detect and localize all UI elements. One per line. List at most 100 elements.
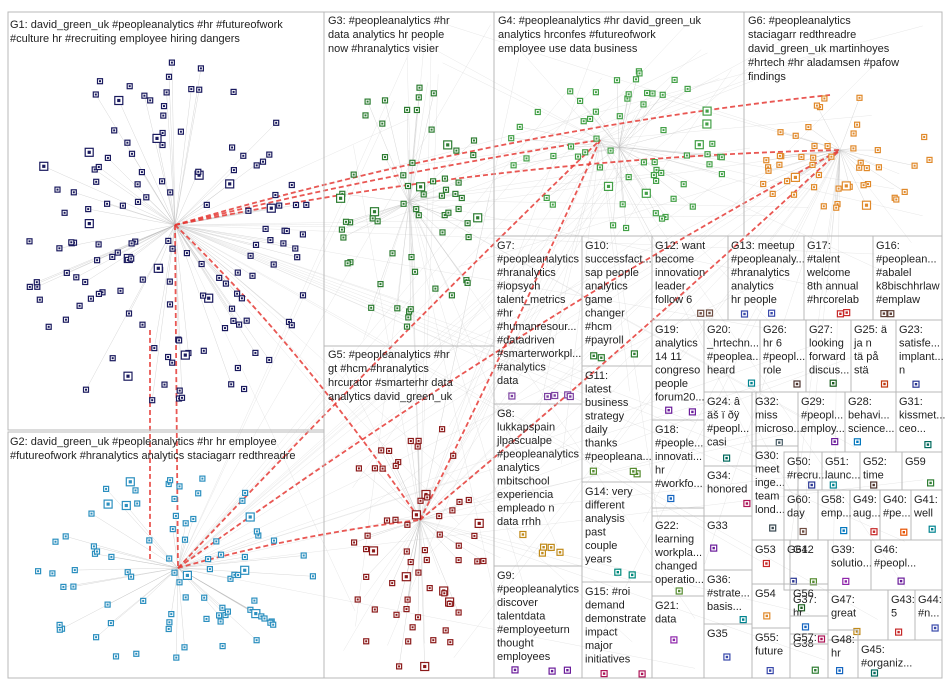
node-core-g2 [72,585,75,588]
node-core-g2 [92,545,95,548]
node-core-g4 [512,164,515,167]
node-core-g1 [161,132,164,134]
edge-light [343,519,421,651]
edge-light [174,224,243,299]
node-core-g4 [606,184,611,188]
edge-light [65,536,179,569]
node-core-g1 [205,203,208,206]
edge-light [419,52,887,521]
node-core-g2 [241,499,244,502]
edge-light [839,149,850,187]
node-core-g4 [682,183,685,186]
node-core-g13 [770,312,773,315]
node-core-g2 [215,540,218,543]
group-label-g59: G59 [905,456,926,468]
node-core-g4 [705,109,709,113]
node-core-g1 [236,271,239,274]
node-core-g3 [454,192,457,195]
node-core-g2 [311,575,314,578]
node-core-g4 [651,92,654,95]
node-core-g1 [236,367,239,369]
node-core-g1 [169,303,171,306]
group-label-g8: G8: lukkapspain jlpascualpe #peopleanalytic… [496,408,579,528]
node-core-g5 [452,454,455,457]
edge-light [839,149,860,168]
node-core-g6 [864,203,869,207]
edge-light [419,519,440,575]
node-core-g1 [178,389,181,392]
node-core-g30 [771,526,774,530]
node-core-g5 [386,519,388,522]
node-core-g6 [928,158,931,161]
node-core-g16 [882,312,886,315]
edge-light [599,36,789,141]
node-core-g3 [446,143,450,147]
node-core-g5 [476,560,479,563]
node-core-g2 [126,571,129,574]
group-label-g48: G48: hr [831,634,855,660]
node-core-g5 [417,571,420,574]
node-core-g1 [232,169,235,172]
node-core-g1 [78,304,81,307]
edge-light [336,149,841,533]
node-core-g2 [208,568,211,571]
node-core-g5 [416,445,419,448]
node-core-g3 [419,185,423,189]
node-core-g3 [384,99,386,102]
node-core-g4 [661,217,663,220]
node-core-g3 [379,283,382,286]
edge-light [355,139,601,232]
node-core-g3 [415,109,418,111]
node-core-g5 [406,598,409,601]
edge-light [618,147,666,218]
edge-light [763,149,841,185]
edge-light [408,202,468,224]
edge-light [174,224,292,326]
group-label-g28: G28: behavi... science... [848,396,894,435]
group-label-g23: G23: satisfe... implant... n [899,324,944,377]
node-core-g4 [545,196,548,199]
edge-light [177,77,602,569]
edge-light [177,298,498,569]
node-core-g1 [96,259,99,262]
node-core-g4 [708,163,711,166]
edge-light [171,62,176,226]
node-core-g5 [409,440,412,442]
node-core-g2 [233,573,236,576]
group-label-g58: G58: emp... [821,494,852,520]
node-core-g3 [391,252,394,255]
node-core-g3 [473,139,475,142]
edge-light [408,140,475,203]
node-core-g2 [51,572,54,575]
edge-light [618,147,684,185]
edge-light [177,539,186,569]
node-core-g2 [173,571,176,574]
node-core-g4 [662,129,665,132]
node-core-g1 [97,292,100,295]
node-core-g5 [438,533,441,536]
edge-light [816,105,841,151]
node-core-g6 [836,203,839,206]
node-core-g3 [432,180,435,183]
node-core-g1 [171,247,174,250]
node-core-g4 [686,87,689,90]
node-core-g1 [243,388,246,390]
edge-light [433,149,841,360]
edge-light [839,149,912,243]
node-core-g6 [858,166,861,169]
group-label-g44: G44: #n... [918,594,942,620]
node-core-g1 [130,242,133,245]
node-core-g1 [42,164,46,168]
edge-light [599,139,776,192]
node-core-g4 [612,224,615,227]
node-core-g6 [856,123,859,126]
node-core-g1 [141,323,144,326]
node-core-g6 [913,164,916,167]
node-core-g6 [835,206,838,209]
node-core-g25 [883,382,886,386]
edge-light [839,149,867,206]
node-core-g1 [301,233,304,236]
node-core-g1 [165,91,168,94]
node-core-g7 [546,395,549,398]
edge-light [174,224,256,354]
